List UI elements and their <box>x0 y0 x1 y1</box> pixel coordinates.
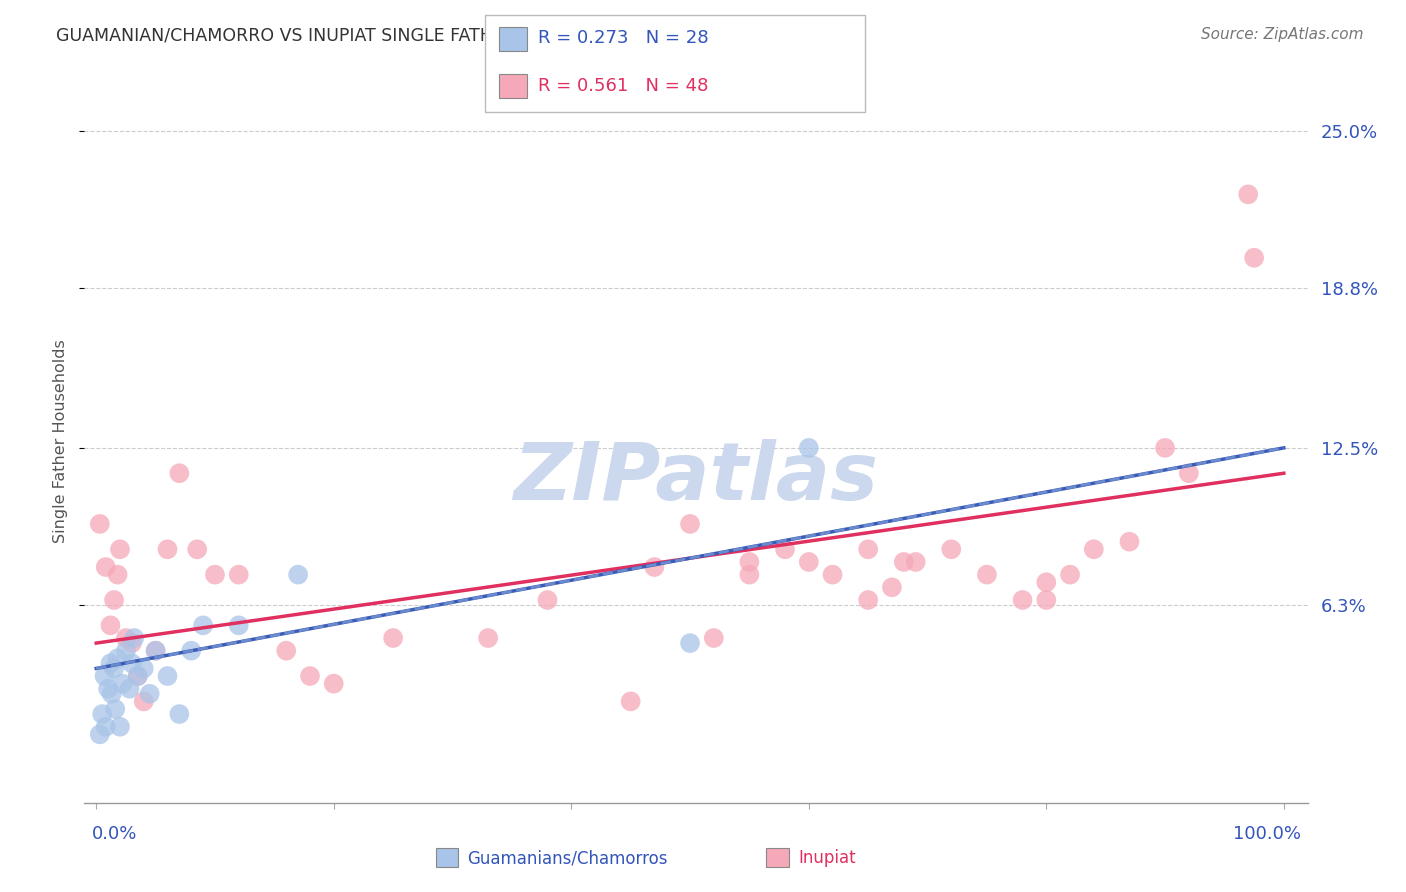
Point <box>856 593 879 607</box>
Point <box>276 643 298 657</box>
Point <box>145 643 167 657</box>
Point <box>536 593 558 607</box>
Point <box>169 707 191 722</box>
Point <box>94 560 117 574</box>
Point <box>118 681 141 696</box>
Point <box>893 555 915 569</box>
Point <box>186 542 208 557</box>
Point <box>856 542 879 557</box>
Point <box>89 516 111 531</box>
Point <box>145 643 167 657</box>
Point <box>643 560 665 574</box>
Point <box>1154 441 1177 455</box>
Text: GUAMANIAN/CHAMORRO VS INUPIAT SINGLE FATHER HOUSEHOLDS CORRELATION CHART: GUAMANIAN/CHAMORRO VS INUPIAT SINGLE FAT… <box>56 27 838 45</box>
Point <box>132 694 155 708</box>
Point <box>1118 534 1140 549</box>
Text: Source: ZipAtlas.com: Source: ZipAtlas.com <box>1201 27 1364 42</box>
Y-axis label: Single Father Households: Single Father Households <box>53 340 69 543</box>
Point <box>132 661 155 675</box>
Point <box>138 687 160 701</box>
Point <box>1243 251 1265 265</box>
Point <box>122 631 145 645</box>
Point <box>228 567 250 582</box>
Point <box>298 669 321 683</box>
Point <box>111 676 134 690</box>
Point <box>738 567 761 582</box>
Point <box>115 643 138 657</box>
Point <box>100 657 122 671</box>
Point <box>1083 542 1105 557</box>
Point <box>156 542 179 557</box>
Point <box>477 631 499 645</box>
Text: 0.0%: 0.0% <box>91 825 136 843</box>
Point <box>104 702 127 716</box>
Point <box>1237 187 1260 202</box>
Text: R = 0.561   N = 48: R = 0.561 N = 48 <box>538 77 709 95</box>
Point <box>108 542 131 557</box>
Point <box>904 555 927 569</box>
Point <box>976 567 998 582</box>
Text: R = 0.273   N = 28: R = 0.273 N = 28 <box>538 29 709 47</box>
Point <box>156 669 179 683</box>
Text: ZIPatlas: ZIPatlas <box>513 439 879 516</box>
Point <box>703 631 725 645</box>
Point <box>108 720 131 734</box>
Point <box>103 661 125 675</box>
Text: Guamanians/Chamorros: Guamanians/Chamorros <box>467 849 668 867</box>
Point <box>94 720 117 734</box>
Point <box>738 555 761 569</box>
Point <box>107 651 129 665</box>
Point <box>773 542 796 557</box>
Point <box>1011 593 1033 607</box>
Point <box>100 618 122 632</box>
Point <box>115 631 138 645</box>
Point <box>89 727 111 741</box>
Point <box>1035 575 1057 590</box>
Point <box>127 669 149 683</box>
Point <box>107 567 129 582</box>
Point <box>204 567 226 582</box>
Text: Inupiat: Inupiat <box>799 849 856 867</box>
Point <box>1178 467 1201 481</box>
Point <box>121 636 143 650</box>
Point <box>97 681 120 696</box>
Text: 100.0%: 100.0% <box>1233 825 1301 843</box>
Point <box>679 636 702 650</box>
Point <box>169 467 191 481</box>
Point <box>382 631 405 645</box>
Point <box>679 516 702 531</box>
Point <box>1035 593 1057 607</box>
Point <box>103 593 125 607</box>
Point <box>228 618 250 632</box>
Point <box>1059 567 1081 582</box>
Point <box>797 441 820 455</box>
Point <box>620 694 643 708</box>
Point <box>100 687 122 701</box>
Point <box>880 580 903 594</box>
Point <box>191 618 214 632</box>
Point <box>180 643 202 657</box>
Point <box>322 676 344 690</box>
Point <box>93 669 115 683</box>
Point <box>941 542 963 557</box>
Point <box>127 669 149 683</box>
Point <box>121 657 143 671</box>
Point <box>287 567 309 582</box>
Point <box>797 555 820 569</box>
Point <box>91 707 114 722</box>
Point <box>821 567 844 582</box>
